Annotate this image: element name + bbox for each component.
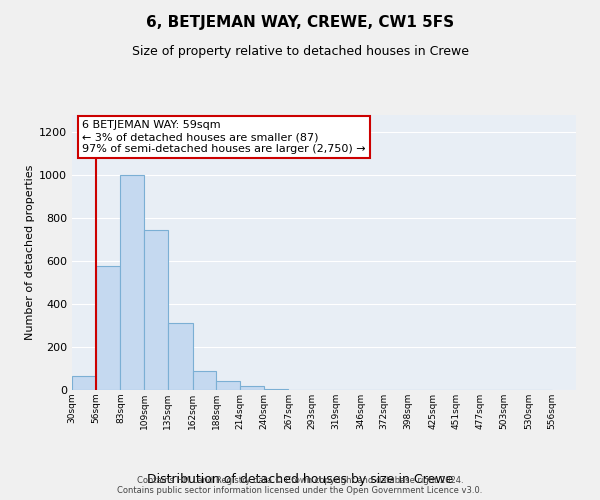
- Bar: [264, 389, 289, 390]
- Text: Distribution of detached houses by size in Crewe: Distribution of detached houses by size …: [147, 472, 453, 486]
- Bar: [121, 175, 144, 390]
- Text: 6 BETJEMAN WAY: 59sqm
← 3% of detached houses are smaller (87)
97% of semi-detac: 6 BETJEMAN WAY: 59sqm ← 3% of detached h…: [82, 120, 366, 154]
- Bar: [216, 382, 240, 390]
- Text: 6, BETJEMAN WAY, CREWE, CW1 5FS: 6, BETJEMAN WAY, CREWE, CW1 5FS: [146, 15, 454, 30]
- Bar: [96, 266, 121, 390]
- Text: Size of property relative to detached houses in Crewe: Size of property relative to detached ho…: [131, 45, 469, 58]
- Bar: [144, 230, 168, 390]
- Bar: [168, 324, 193, 390]
- Bar: [72, 376, 96, 390]
- Text: Contains HM Land Registry data © Crown copyright and database right 2024.
Contai: Contains HM Land Registry data © Crown c…: [118, 476, 482, 495]
- Bar: [240, 386, 264, 390]
- Bar: [193, 370, 216, 390]
- Y-axis label: Number of detached properties: Number of detached properties: [25, 165, 35, 340]
